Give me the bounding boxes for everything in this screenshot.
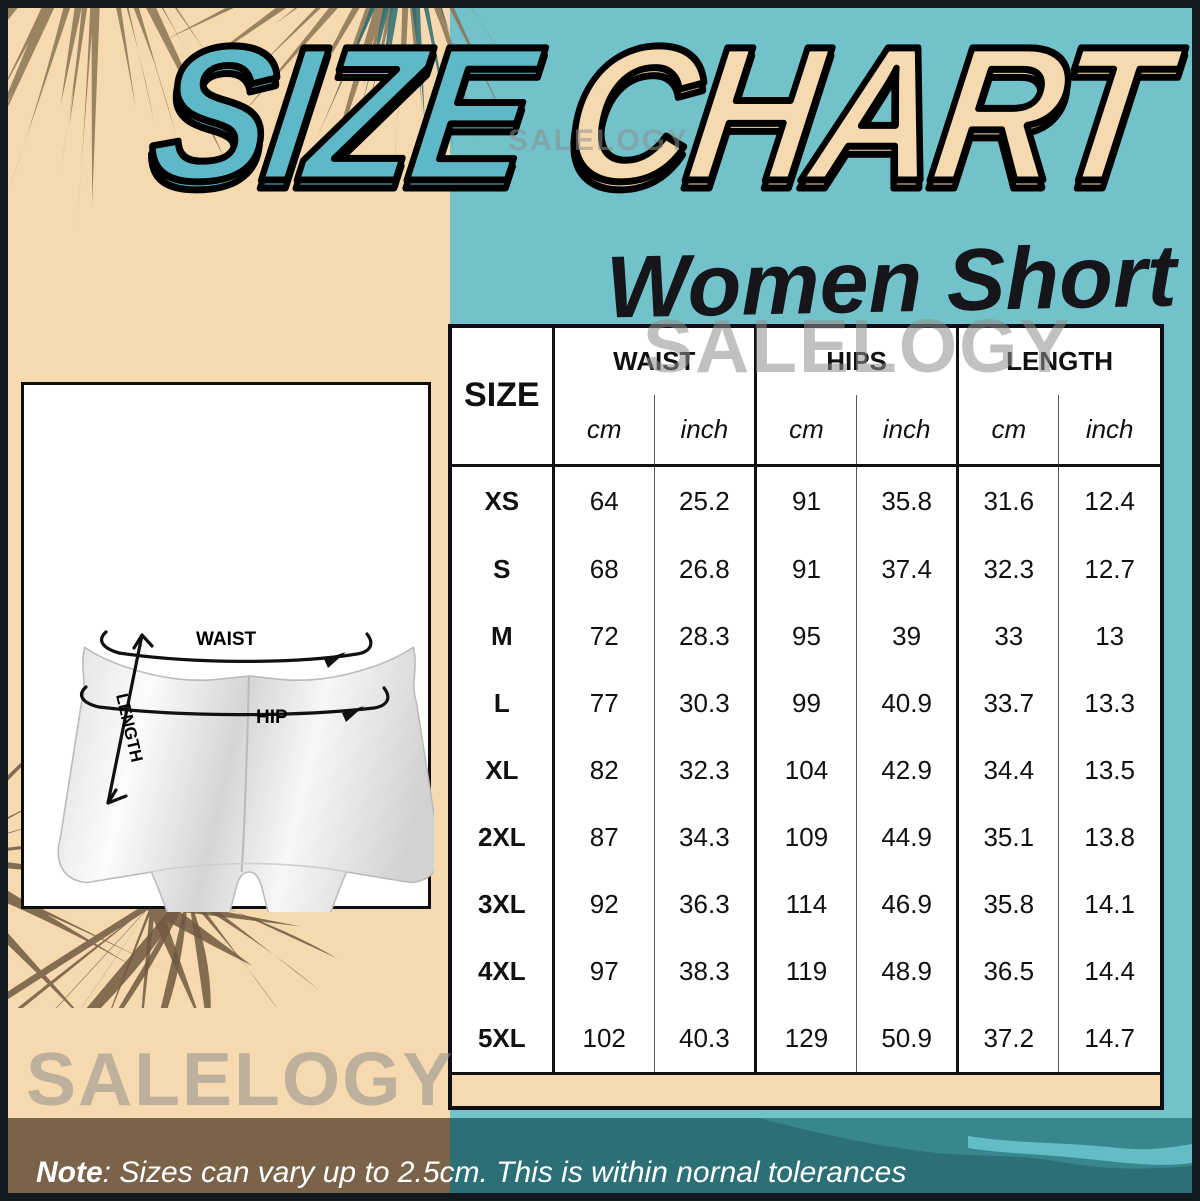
svg-text:WAIST: WAIST: [196, 629, 257, 650]
svg-text:SIZE CHART: SIZE CHART: [140, 8, 1192, 221]
svg-text:HIP: HIP: [256, 707, 288, 728]
